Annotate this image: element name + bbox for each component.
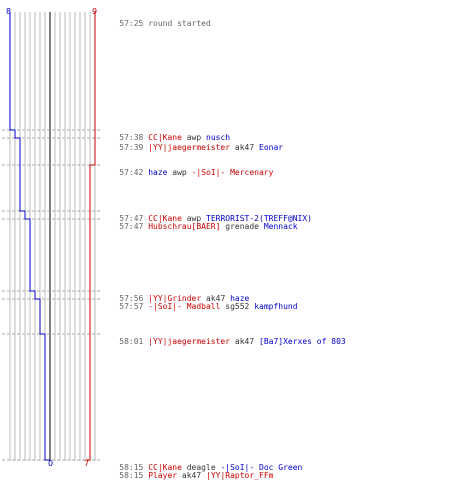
log-time: 57:38 bbox=[119, 133, 144, 142]
log-time: 58:15 bbox=[119, 463, 144, 472]
log-entry: 57:38 CC|Kane awp nusch bbox=[100, 126, 230, 150]
log-weapon: awp bbox=[186, 214, 202, 223]
log-entry: 57:39 |YY|jaegermeister ak47 Eonar bbox=[100, 136, 283, 160]
round-chart bbox=[2, 12, 100, 461]
log-time: 57:47 bbox=[119, 214, 144, 223]
log-victim: TERRORIST-2(TREFF@NIX) bbox=[206, 214, 312, 223]
log-time: 57:47 bbox=[119, 222, 144, 231]
log-entry: 58:15 Player ak47 |YY|Raptor_FFm bbox=[100, 464, 273, 488]
log-time: 57:42 bbox=[119, 168, 144, 177]
log-entry: 58:01 |YY|jaegermeister ak47 [Ba7]Xerxes… bbox=[100, 330, 346, 354]
log-entry: 57:42 haze awp -|SoI|- Mercenary bbox=[100, 161, 273, 185]
log-weapon: grenade bbox=[225, 222, 259, 231]
log-killer: CC|Kane bbox=[148, 463, 182, 472]
log-entry: 57:56 |YY|Grinder ak47 haze bbox=[100, 287, 249, 311]
log-victim: haze bbox=[230, 294, 250, 303]
log-time: 58:15 bbox=[119, 471, 144, 480]
log-killer: |YY|jaegermeister bbox=[148, 143, 231, 152]
log-killer: CC|Kane bbox=[148, 214, 182, 223]
chart-grid bbox=[9, 12, 96, 461]
log-message: round started bbox=[148, 19, 211, 28]
log-weapon: ak47 bbox=[234, 337, 255, 346]
log-entry: 57:25 round started bbox=[100, 12, 211, 36]
log-time: 57:39 bbox=[119, 143, 144, 152]
log-victim: nusch bbox=[206, 133, 231, 142]
t-start-count: 9 bbox=[92, 7, 98, 16]
t-player-line bbox=[86, 12, 96, 461]
log-killer: Player bbox=[148, 471, 178, 480]
log-victim: -|SoI|- Mercenary bbox=[191, 168, 274, 177]
ct-player-line bbox=[9, 12, 50, 461]
log-victim: Mennack bbox=[263, 222, 298, 231]
event-dashes bbox=[2, 129, 100, 461]
log-victim: -|SoI|- Doc Green bbox=[220, 463, 303, 472]
log-entry: 57:57 -|SoI|- Madball sg552 kampfhund bbox=[100, 295, 298, 319]
log-killer: |YY|Grinder bbox=[148, 294, 202, 303]
log-weapon: sg552 bbox=[225, 302, 250, 311]
log-entry: 57:47 CC|Kane awp TERRORIST-2(TREFF@NIX) bbox=[100, 207, 312, 231]
log-victim: Eonar bbox=[259, 143, 284, 152]
log-time: 57:57 bbox=[119, 302, 144, 311]
log-time: 58:01 bbox=[119, 337, 144, 346]
log-killer: |YY|jaegermeister bbox=[148, 337, 231, 346]
log-time: 57:25 bbox=[119, 19, 144, 28]
log-victim: |YY|Raptor_FFm bbox=[206, 471, 274, 480]
log-victim: [Ba7]Xerxes of 803 bbox=[259, 337, 346, 346]
log-killer: Hubschrau[BAER] bbox=[148, 222, 221, 231]
t-end-count: 7 bbox=[84, 459, 90, 468]
log-killer: haze bbox=[148, 168, 168, 177]
log-weapon: ak47 bbox=[206, 294, 226, 303]
log-weapon: deagle bbox=[186, 463, 216, 472]
log-entry: 57:47 Hubschrau[BAER] grenade Mennack bbox=[100, 215, 298, 239]
ct-end-count: 0 bbox=[48, 459, 54, 468]
ct-start-count: 8 bbox=[6, 7, 12, 16]
log-time: 57:56 bbox=[119, 294, 144, 303]
log-entry: 58:15 CC|Kane deagle -|SoI|- Doc Green bbox=[100, 456, 302, 480]
log-killer: CC|Kane bbox=[148, 133, 182, 142]
log-weapon: ak47 bbox=[181, 471, 202, 480]
log-weapon: awp bbox=[172, 168, 187, 177]
log-killer: -|SoI|- Madball bbox=[148, 302, 221, 311]
log-weapon: ak47 bbox=[234, 143, 255, 152]
log-weapon: awp bbox=[186, 133, 202, 142]
log-victim: kampfhund bbox=[254, 302, 298, 311]
